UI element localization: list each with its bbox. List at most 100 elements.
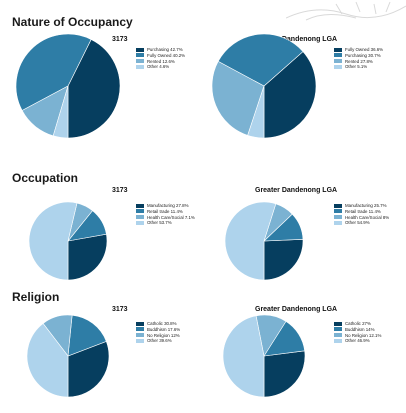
legend-swatch bbox=[136, 203, 144, 208]
legend-swatch bbox=[334, 321, 342, 326]
legend-label: No Religion 12.1% bbox=[345, 332, 382, 338]
legend-item: Buddhism 17.6% bbox=[136, 327, 180, 332]
chart-title: 3173 bbox=[112, 36, 128, 43]
legend-label: Other 39.6% bbox=[147, 338, 172, 344]
pie-slice-fully-owned bbox=[263, 51, 317, 139]
chart-legend: Manufacturing 27.8% Retail trade 11.4% Hea… bbox=[136, 203, 195, 226]
legend-label: Buddhism 14% bbox=[345, 326, 375, 332]
legend-swatch bbox=[334, 47, 342, 52]
legend-item: Health Care/Social 7.1% bbox=[136, 214, 195, 220]
section-title-occupation: Occupation bbox=[12, 171, 79, 185]
legend-label: Other 53.7% bbox=[147, 220, 172, 226]
legend-swatch bbox=[136, 333, 144, 338]
legend-item: Rented 27.8% bbox=[334, 58, 383, 64]
legend-swatch bbox=[136, 215, 144, 220]
legend-item: Purchasing 42.7% bbox=[136, 47, 185, 52]
legend-item: Retail trade 11.4% bbox=[136, 209, 195, 214]
legend-item: Catholic 30.8% bbox=[136, 321, 180, 326]
chart-legend: Purchasing 42.7% Fully Owned 40.2% Rented … bbox=[136, 47, 185, 70]
legend-label: Purchasing 30.7% bbox=[345, 52, 381, 58]
legend-swatch bbox=[136, 327, 144, 332]
legend-label: Manufacturing 25.7% bbox=[345, 203, 387, 209]
pie-slice-purchasing bbox=[217, 33, 304, 87]
chart-title: Greater Dandenong LGA bbox=[255, 187, 338, 194]
legend-item: Other 4.6% bbox=[136, 64, 185, 69]
legend-swatch bbox=[334, 220, 342, 225]
legend-label: Health Care/Social 7.1% bbox=[147, 214, 195, 220]
chart-legend: Catholic 30.8% Buddhism 17.6% No Religion … bbox=[136, 321, 180, 344]
legend-swatch bbox=[136, 47, 144, 52]
legend-swatch bbox=[334, 64, 342, 69]
legend-item: Other 53.7% bbox=[136, 220, 195, 225]
pie-slice-buddhism bbox=[67, 314, 107, 357]
pie-slice-other bbox=[247, 85, 265, 139]
legend-swatch bbox=[334, 333, 342, 338]
pie-slice-manufacturing bbox=[263, 238, 304, 281]
pie-chart bbox=[28, 201, 108, 281]
legend-label: Rented 12.6% bbox=[147, 58, 175, 64]
legend-item: No Religion 12% bbox=[136, 332, 180, 338]
legend-label: Other 54.9% bbox=[345, 220, 370, 226]
legend-item: Other 5.1% bbox=[334, 64, 383, 69]
legend-label: Fully Owned 40.2% bbox=[147, 52, 186, 58]
pie-chart bbox=[224, 201, 304, 281]
pie-slice-other bbox=[52, 85, 69, 139]
legend-item: Buddhism 14% bbox=[334, 327, 381, 332]
legend-item: Manufacturing 25.7% bbox=[334, 203, 389, 208]
legend-item: Other 39.6% bbox=[136, 338, 180, 343]
pie-slice-other bbox=[26, 323, 69, 398]
chart-legend: Manufacturing 25.7% Retail trade 11.4% Hea… bbox=[334, 203, 389, 226]
legend-item: Manufacturing 27.8% bbox=[136, 203, 195, 208]
pie-slice-fully-owned bbox=[15, 33, 92, 111]
legend-swatch bbox=[334, 53, 342, 58]
legend-label: No Religion 12% bbox=[147, 332, 180, 338]
legend-label: Retail trade 11.4% bbox=[147, 208, 183, 214]
legend-item: Rented 12.6% bbox=[136, 58, 185, 64]
legend-label: Retail trade 11.4% bbox=[345, 208, 381, 214]
legend-label: Manufacturing 27.8% bbox=[147, 203, 189, 209]
legend-label: Other 4.6% bbox=[147, 64, 170, 70]
pie-slice-other bbox=[28, 201, 78, 281]
legend-item: Other 54.9% bbox=[334, 220, 389, 225]
legend-swatch bbox=[136, 338, 144, 343]
legend-item: Purchasing 30.7% bbox=[334, 53, 383, 58]
legend-label: Catholic 27% bbox=[345, 321, 371, 327]
legend-item: Other 46.9% bbox=[334, 338, 381, 343]
legend-label: Other 5.1% bbox=[345, 64, 368, 70]
pie-chart bbox=[15, 33, 121, 139]
legend-swatch bbox=[136, 64, 144, 69]
legend-swatch bbox=[334, 215, 342, 220]
pie-slice-catholic bbox=[263, 350, 306, 398]
chart-legend: Catholic 27% Buddhism 14% No Religion 12.1… bbox=[334, 321, 381, 344]
pie-slice-catholic bbox=[67, 341, 110, 398]
decorative-foliage-icon bbox=[286, 1, 406, 21]
pie-chart bbox=[222, 314, 306, 398]
legend-label: Fully Owned 36.6% bbox=[345, 47, 384, 53]
legend-swatch bbox=[334, 203, 342, 208]
pie-slice-manufacturing bbox=[67, 233, 108, 281]
legend-label: Health Care/Social 8% bbox=[345, 214, 390, 220]
legend-swatch bbox=[334, 59, 342, 64]
pie-slice-purchasing bbox=[67, 39, 121, 139]
chart-title: Greater Dandenong LGA bbox=[255, 36, 338, 43]
pie-slice-other bbox=[224, 201, 277, 281]
pie-chart bbox=[211, 33, 317, 139]
legend-swatch bbox=[136, 59, 144, 64]
legend-swatch bbox=[334, 327, 342, 332]
legend-swatch bbox=[136, 220, 144, 225]
legend-label: Rented 27.8% bbox=[345, 58, 373, 64]
legend-swatch bbox=[136, 53, 144, 58]
legend-swatch bbox=[334, 338, 342, 343]
chart-title: 3173 bbox=[112, 187, 128, 194]
legend-item: Fully Owned 40.2% bbox=[136, 53, 185, 58]
section-title-religion: Religion bbox=[12, 290, 60, 304]
pie-slice-other bbox=[222, 315, 265, 398]
legend-item: Catholic 27% bbox=[334, 321, 381, 326]
legend-label: Purchasing 42.7% bbox=[147, 47, 183, 53]
chart-legend: Fully Owned 36.6% Purchasing 30.7% Rented … bbox=[334, 47, 383, 70]
chart-title: Greater Dandenong LGA bbox=[255, 306, 338, 313]
legend-swatch bbox=[334, 209, 342, 214]
chart-title: 3173 bbox=[112, 306, 128, 313]
legend-label: Catholic 30.8% bbox=[147, 321, 177, 327]
legend-label: Buddhism 17.6% bbox=[147, 326, 181, 332]
